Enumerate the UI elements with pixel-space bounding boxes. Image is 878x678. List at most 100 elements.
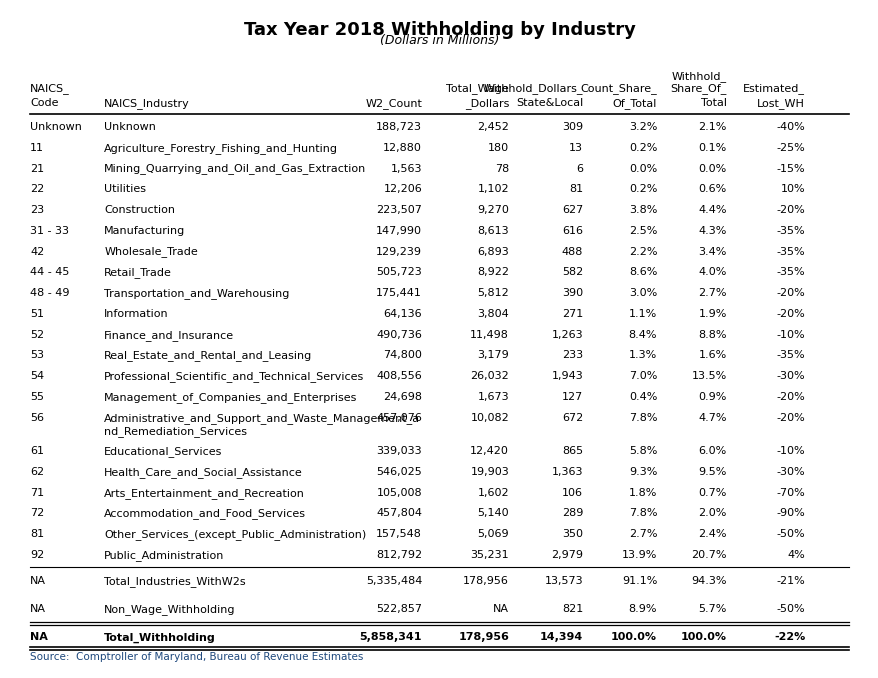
Text: nd_Remediation_Services: nd_Remediation_Services [104, 426, 247, 437]
Text: 61: 61 [30, 446, 44, 456]
Text: 2.7%: 2.7% [628, 530, 657, 539]
Text: 3.0%: 3.0% [628, 288, 657, 298]
Text: -20%: -20% [775, 205, 804, 215]
Text: Lost_WH: Lost_WH [757, 98, 804, 109]
Text: Estimated_: Estimated_ [742, 83, 804, 94]
Text: 7.8%: 7.8% [628, 508, 657, 519]
Text: -30%: -30% [775, 467, 804, 477]
Text: 505,723: 505,723 [376, 267, 421, 277]
Text: _Dollars: _Dollars [464, 98, 508, 109]
Text: 81: 81 [30, 530, 45, 539]
Text: 10,082: 10,082 [470, 413, 508, 422]
Text: Health_Care_and_Social_Assistance: Health_Care_and_Social_Assistance [104, 467, 303, 478]
Text: 64,136: 64,136 [383, 309, 421, 319]
Text: 0.9%: 0.9% [698, 392, 726, 402]
Text: 11: 11 [30, 143, 44, 153]
Text: -20%: -20% [775, 288, 804, 298]
Text: Total_Withholding: Total_Withholding [104, 633, 216, 643]
Text: 20.7%: 20.7% [690, 550, 726, 560]
Text: 582: 582 [561, 267, 582, 277]
Text: 865: 865 [561, 446, 582, 456]
Text: 4.3%: 4.3% [698, 226, 726, 236]
Text: 9,270: 9,270 [477, 205, 508, 215]
Text: 26,032: 26,032 [470, 371, 508, 381]
Text: 4.7%: 4.7% [697, 413, 726, 422]
Text: 24,698: 24,698 [383, 392, 421, 402]
Text: 175,441: 175,441 [376, 288, 421, 298]
Text: 1.6%: 1.6% [698, 351, 726, 361]
Text: 11,498: 11,498 [470, 330, 508, 340]
Text: 3,179: 3,179 [477, 351, 508, 361]
Text: 627: 627 [561, 205, 582, 215]
Text: 35,231: 35,231 [470, 550, 508, 560]
Text: 457,804: 457,804 [376, 508, 421, 519]
Text: 3.4%: 3.4% [698, 247, 726, 256]
Text: Arts_Entertainment_and_Recreation: Arts_Entertainment_and_Recreation [104, 487, 305, 498]
Text: -10%: -10% [775, 446, 804, 456]
Text: 8.4%: 8.4% [628, 330, 657, 340]
Text: 23: 23 [30, 205, 45, 215]
Text: 5,069: 5,069 [477, 530, 508, 539]
Text: 2,452: 2,452 [477, 122, 508, 132]
Text: 1,563: 1,563 [390, 163, 421, 174]
Text: 390: 390 [561, 288, 582, 298]
Text: 233: 233 [561, 351, 582, 361]
Text: Withhold_Dollars_: Withhold_Dollars_ [483, 83, 582, 94]
Text: 13.9%: 13.9% [621, 550, 657, 560]
Text: 309: 309 [561, 122, 582, 132]
Text: 5.7%: 5.7% [698, 604, 726, 614]
Text: Code: Code [30, 98, 59, 108]
Text: 672: 672 [561, 413, 582, 422]
Text: Utilities: Utilities [104, 184, 146, 195]
Text: 546,025: 546,025 [376, 467, 421, 477]
Text: 7.0%: 7.0% [628, 371, 657, 381]
Text: 147,990: 147,990 [376, 226, 421, 236]
Text: -20%: -20% [775, 413, 804, 422]
Text: 78: 78 [494, 163, 508, 174]
Text: 821: 821 [561, 604, 582, 614]
Text: 0.1%: 0.1% [698, 143, 726, 153]
Text: Transportation_and_Warehousing: Transportation_and_Warehousing [104, 288, 290, 299]
Text: 5,858,341: 5,858,341 [359, 633, 421, 642]
Text: 44 - 45: 44 - 45 [30, 267, 69, 277]
Text: 100.0%: 100.0% [610, 633, 657, 642]
Text: 21: 21 [30, 163, 45, 174]
Text: Construction: Construction [104, 205, 175, 215]
Text: 91.1%: 91.1% [621, 576, 657, 586]
Text: (Dollars in Millions): (Dollars in Millions) [379, 35, 499, 47]
Text: 51: 51 [30, 309, 44, 319]
Text: -20%: -20% [775, 309, 804, 319]
Text: Information: Information [104, 309, 169, 319]
Text: 56: 56 [30, 413, 44, 422]
Text: 2,979: 2,979 [551, 550, 582, 560]
Text: 178,956: 178,956 [463, 576, 508, 586]
Text: 5.8%: 5.8% [628, 446, 657, 456]
Text: Total_Wage: Total_Wage [446, 83, 508, 94]
Text: 19,903: 19,903 [470, 467, 508, 477]
Text: 5,140: 5,140 [477, 508, 508, 519]
Text: 42: 42 [30, 247, 45, 256]
Text: 4.4%: 4.4% [697, 205, 726, 215]
Text: 2.5%: 2.5% [628, 226, 657, 236]
Text: 7.8%: 7.8% [628, 413, 657, 422]
Text: NA: NA [30, 633, 48, 642]
Text: 55: 55 [30, 392, 44, 402]
Text: -30%: -30% [775, 371, 804, 381]
Text: 0.6%: 0.6% [698, 184, 726, 195]
Text: 74,800: 74,800 [383, 351, 421, 361]
Text: Count_Share_: Count_Share_ [579, 83, 657, 94]
Text: 1,363: 1,363 [551, 467, 582, 477]
Text: -35%: -35% [775, 247, 804, 256]
Text: Retail_Trade: Retail_Trade [104, 267, 172, 278]
Text: 0.0%: 0.0% [698, 163, 726, 174]
Text: Withhold_: Withhold_ [671, 71, 726, 82]
Text: 13,573: 13,573 [543, 576, 582, 586]
Text: NA: NA [30, 604, 47, 614]
Text: Other_Services_(except_Public_Administration): Other_Services_(except_Public_Administra… [104, 530, 366, 540]
Text: 2.0%: 2.0% [698, 508, 726, 519]
Text: 100.0%: 100.0% [680, 633, 726, 642]
Text: 188,723: 188,723 [376, 122, 421, 132]
Text: 408,556: 408,556 [376, 371, 421, 381]
Text: 4%: 4% [787, 550, 804, 560]
Text: 616: 616 [562, 226, 582, 236]
